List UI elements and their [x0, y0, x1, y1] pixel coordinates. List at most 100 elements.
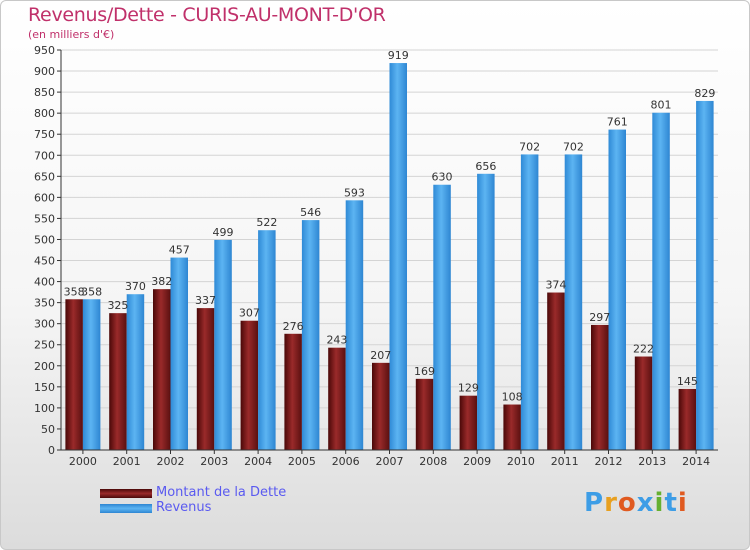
data-label-debt: 222 — [633, 343, 654, 356]
y-tick-label: 50 — [41, 423, 55, 436]
x-tick-label: 2007 — [376, 455, 404, 468]
bar-revenue — [301, 220, 320, 450]
data-label-revenue: 656 — [475, 160, 496, 173]
legend-label-revenue: Revenus — [156, 500, 212, 515]
y-tick-label: 550 — [34, 212, 55, 225]
logo-letter: i — [654, 488, 665, 518]
bar-debt — [109, 313, 127, 450]
data-label-debt: 108 — [502, 391, 523, 404]
x-tick-label: 2003 — [200, 455, 228, 468]
bar-debt — [328, 347, 346, 450]
axes: 0 50 100 150 200 250 300 350 400 450 500 550 600 650 7… — [34, 44, 718, 468]
data-label-revenue: 702 — [519, 140, 540, 153]
bars — [65, 63, 714, 451]
y-tick-label: 900 — [34, 65, 55, 78]
data-label-debt: 145 — [677, 375, 698, 388]
bar-revenue — [433, 184, 451, 450]
x-tick-label: 2014 — [682, 455, 710, 468]
data-label-revenue: 829 — [694, 87, 715, 100]
bar-debt — [372, 362, 390, 450]
logo-letter: P — [584, 488, 605, 518]
data-label-debt: 276 — [283, 320, 304, 333]
y-tick-label: 400 — [34, 276, 55, 289]
bar-debt — [459, 395, 478, 450]
bar-debt — [240, 320, 259, 450]
bar-revenue — [520, 154, 539, 450]
data-label-revenue: 630 — [432, 171, 453, 184]
bar-debt — [284, 333, 302, 450]
data-label-revenue: 761 — [607, 116, 628, 129]
bar-revenue — [696, 100, 714, 451]
bar-revenue — [126, 294, 145, 450]
data-label-revenue: 499 — [213, 226, 234, 239]
y-tick-label: 200 — [34, 360, 55, 373]
bar-debt — [65, 299, 83, 450]
bar-debt — [196, 308, 215, 450]
bar-revenue — [214, 239, 232, 450]
x-tick-label: 2012 — [595, 455, 623, 468]
x-tick-label: 2009 — [463, 455, 491, 468]
legend-label-debt: Montant de la Dette — [156, 485, 287, 500]
logo-letter: r — [604, 488, 618, 518]
y-tick-label: 700 — [34, 149, 55, 162]
bar-revenue — [82, 299, 101, 450]
bar-revenue — [170, 257, 188, 450]
legend-swatch-debt — [100, 489, 152, 498]
bar-revenue — [258, 230, 276, 450]
chart-title: Revenus/Dette - CURIS-AU-MONT-D'OR — [28, 4, 386, 26]
bar-revenue — [652, 112, 670, 450]
x-tick-label: 2013 — [638, 455, 666, 468]
data-label-debt: 374 — [545, 279, 566, 292]
data-label-revenue: 919 — [388, 49, 409, 62]
bar-debt — [415, 378, 434, 450]
bar-debt — [678, 388, 697, 450]
bar-debt — [634, 356, 653, 450]
chart-subtitle: (en milliers d'€) — [28, 28, 115, 41]
y-tick-label: 250 — [34, 339, 55, 352]
y-tick-label: 600 — [34, 191, 55, 204]
data-label-debt: 169 — [414, 365, 435, 378]
x-tick-label: 2006 — [332, 455, 360, 468]
y-tick-label: 150 — [34, 381, 55, 394]
bar-revenue — [608, 129, 626, 450]
data-label-revenue: 801 — [651, 99, 672, 112]
x-tick-label: 2000 — [69, 455, 97, 468]
bar-debt — [547, 292, 565, 450]
logo-letter: t — [664, 488, 678, 518]
data-label-debt: 382 — [151, 275, 172, 288]
proxiti-logo: Proxiti — [584, 488, 688, 518]
y-tick-label: 850 — [34, 86, 55, 99]
data-label-revenue: 522 — [256, 216, 277, 229]
y-tick-label: 500 — [34, 233, 55, 246]
data-label-debt: 297 — [589, 311, 610, 324]
data-label-debt: 358 — [64, 285, 85, 298]
y-tick-label: 300 — [34, 318, 55, 331]
data-label-debt: 337 — [195, 294, 216, 307]
bar-revenue — [564, 154, 583, 450]
data-label-debt: 129 — [458, 382, 479, 395]
y-tick-label: 350 — [34, 297, 55, 310]
x-tick-label: 2011 — [551, 455, 579, 468]
y-tick-label: 750 — [34, 128, 55, 141]
bar-debt — [591, 324, 609, 450]
bar-revenue — [345, 200, 364, 450]
x-tick-label: 2004 — [244, 455, 272, 468]
x-tick-label: 2005 — [288, 455, 316, 468]
bar-debt — [503, 404, 521, 450]
data-label-debt: 207 — [370, 349, 391, 362]
data-label-debt: 307 — [239, 307, 260, 320]
y-tick-label: 450 — [34, 255, 55, 268]
x-tick-label: 2001 — [113, 455, 141, 468]
logo-letter: o — [617, 488, 637, 518]
data-label-revenue: 358 — [81, 285, 102, 298]
data-label-revenue: 457 — [169, 244, 190, 257]
logo-letter: x — [636, 488, 655, 518]
y-tick-label: 800 — [34, 107, 55, 120]
data-label-debt: 243 — [326, 334, 347, 347]
x-tick-label: 2008 — [419, 455, 447, 468]
data-label-revenue: 593 — [344, 186, 365, 199]
x-tick-label: 2002 — [157, 455, 185, 468]
bar-revenue — [477, 173, 495, 450]
data-label-revenue: 702 — [563, 140, 584, 153]
